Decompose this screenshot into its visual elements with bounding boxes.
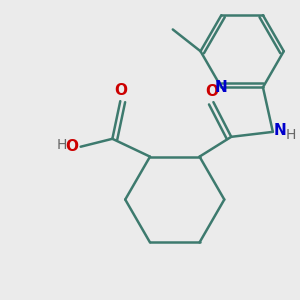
Text: O: O <box>114 83 127 98</box>
Text: H: H <box>56 138 67 152</box>
Text: N: N <box>215 80 228 95</box>
Text: O: O <box>205 84 218 99</box>
Text: N: N <box>274 123 286 138</box>
Text: H: H <box>286 128 296 142</box>
Text: O: O <box>66 139 79 154</box>
